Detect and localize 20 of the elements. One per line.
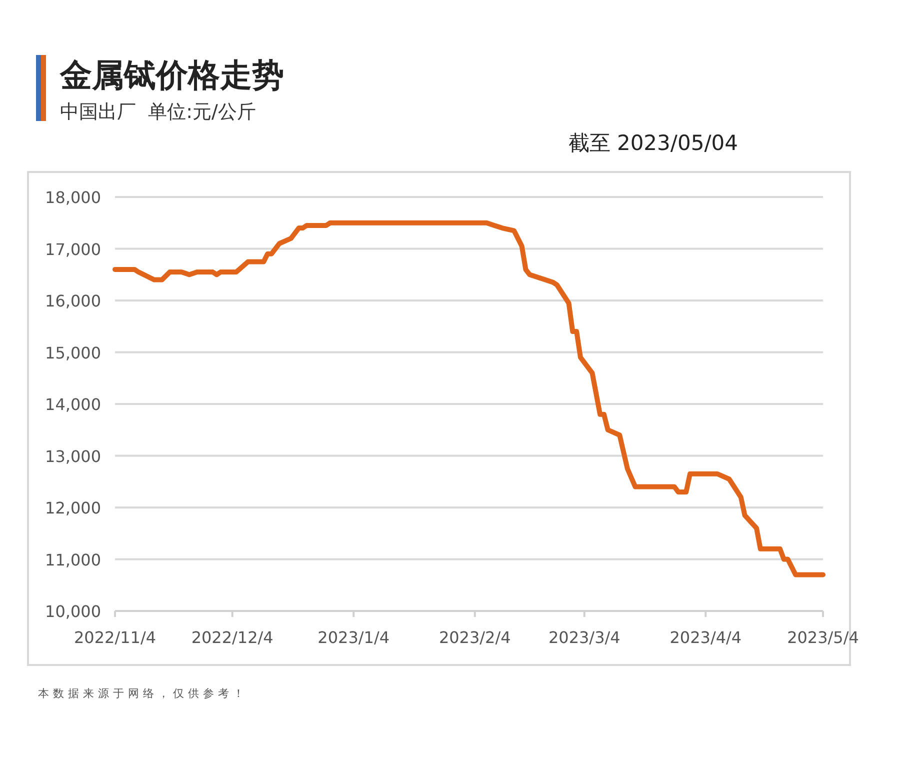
- x-tick-label: 2023/5/4: [787, 628, 859, 647]
- y-tick-label: 15,000: [45, 343, 101, 362]
- x-tick-label: 2023/4/4: [670, 628, 742, 647]
- y-tick-label: 11,000: [45, 550, 101, 570]
- y-tick-label: 12,000: [45, 498, 101, 518]
- text: 截至 2023/05/04: [568, 131, 738, 155]
- y-tick-label: 17,000: [45, 240, 101, 259]
- y-tick-label: 16,000: [45, 292, 101, 310]
- x-tick-label: 2023/3/4: [548, 628, 620, 647]
- y-tick-label: 14,000: [45, 395, 101, 414]
- y-tick-label: 10,000: [45, 602, 101, 621]
- x-tick-label: 2023/2/4: [438, 628, 511, 647]
- y-tick-label: 13,000: [45, 446, 101, 466]
- text: 本数据来源于网络，仅供参考！: [38, 687, 248, 700]
- x-tick-label: 2022/11/4: [74, 628, 156, 647]
- chart-subtitle: 中国出厂 单位:元/公斤: [60, 101, 256, 123]
- x-tick-label: 2023/1/4: [318, 628, 390, 647]
- chart-title: 金属铽价格走势: [59, 56, 284, 94]
- x-tick-label: 2022/12/4: [191, 628, 274, 647]
- y-tick-label: 18,000: [45, 188, 101, 207]
